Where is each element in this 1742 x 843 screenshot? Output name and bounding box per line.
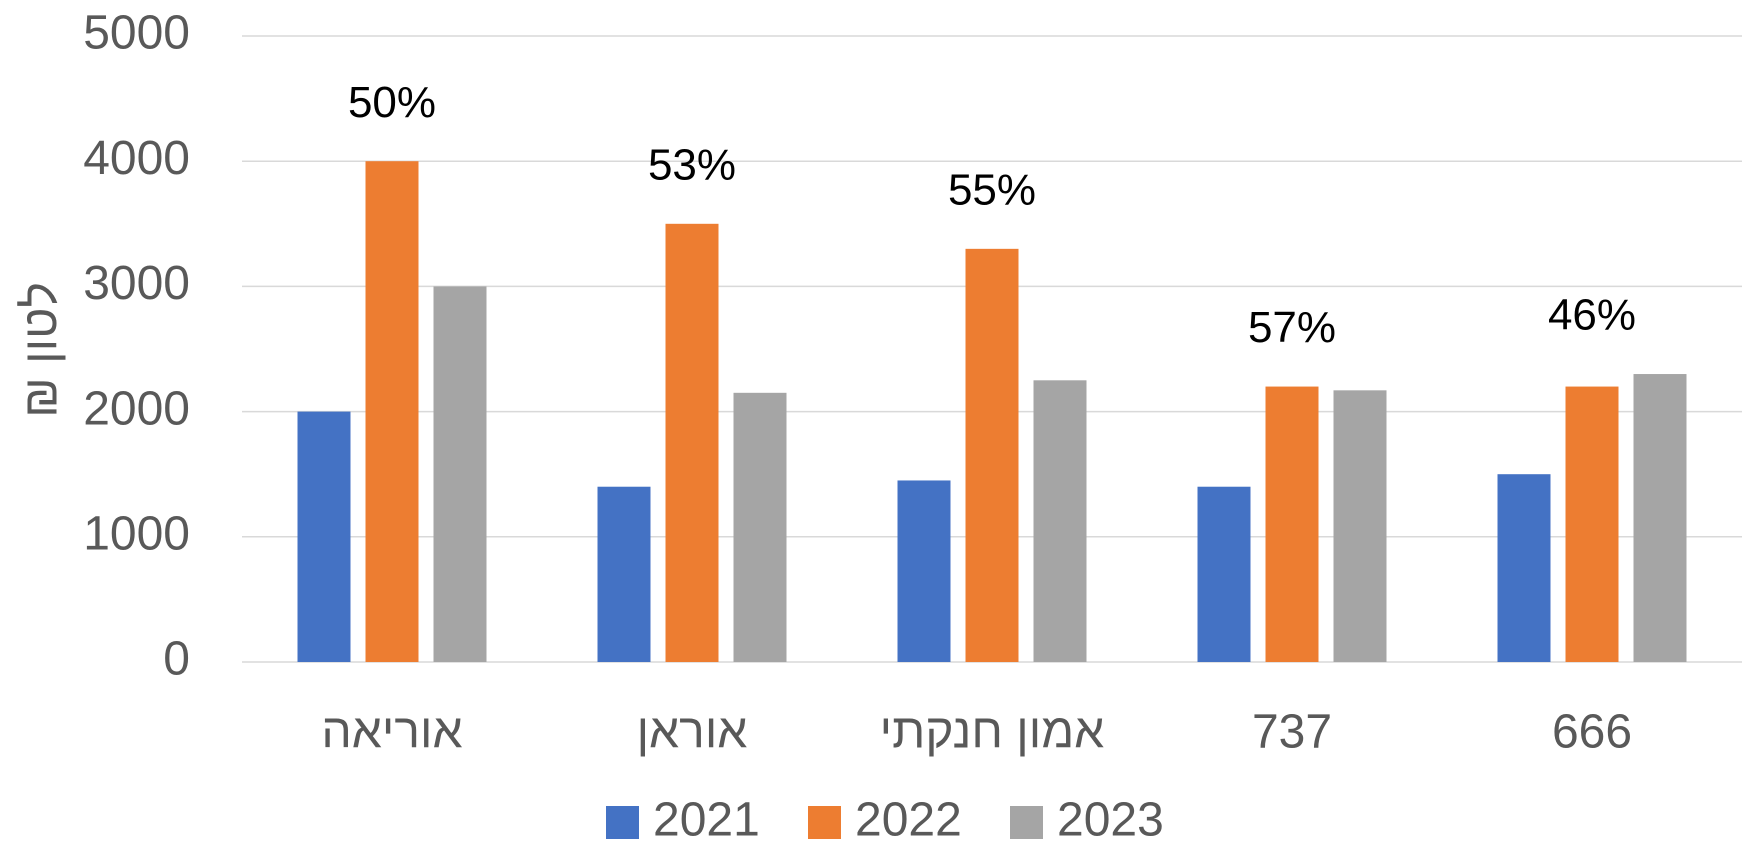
annotation: 46%: [1548, 291, 1636, 340]
y-axis-label: ₪ לטון: [15, 282, 68, 418]
annotation: 50%: [348, 78, 436, 127]
bar: [734, 393, 787, 662]
legend-label: 2023: [1057, 794, 1164, 843]
legend-swatch: [606, 806, 639, 839]
y-tick-label: 1000: [83, 507, 190, 560]
bar: [598, 487, 651, 662]
y-tick-label: 2000: [83, 382, 190, 435]
legend-label: 2022: [855, 794, 962, 843]
x-tick-label: אמון חנקתי: [880, 706, 1105, 759]
bar: [366, 161, 419, 662]
legend-label: 2021: [653, 794, 760, 843]
annotation: 53%: [648, 140, 736, 189]
x-tick-label: 737: [1252, 706, 1332, 759]
bar: [1198, 487, 1251, 662]
y-tick-label: 3000: [83, 257, 190, 310]
bar: [1634, 374, 1687, 662]
bar: [898, 480, 951, 662]
x-tick-label: אוראן: [637, 706, 748, 759]
bar: [966, 249, 1019, 662]
y-tick-label: 5000: [83, 7, 190, 60]
bar: [1266, 387, 1319, 662]
bar: [666, 224, 719, 662]
x-tick-label: 666: [1552, 706, 1632, 759]
chart: ₪ לטון 0 1000 2000 3000 4000 5000 אוריאה 50% אור…: [0, 0, 1742, 843]
bar: [1034, 380, 1087, 662]
y-tick-label: 4000: [83, 132, 190, 185]
bar: [298, 412, 351, 662]
legend-swatch: [808, 806, 841, 839]
y-tick-label: 0: [163, 633, 190, 686]
bar: [1566, 387, 1619, 662]
annotation: 55%: [948, 165, 1036, 214]
x-tick-label: אוריאה: [321, 706, 462, 759]
legend-swatch: [1010, 806, 1043, 839]
bar: [434, 286, 487, 662]
bar: [1334, 390, 1387, 662]
annotation: 57%: [1248, 303, 1336, 352]
bar: [1498, 474, 1551, 662]
